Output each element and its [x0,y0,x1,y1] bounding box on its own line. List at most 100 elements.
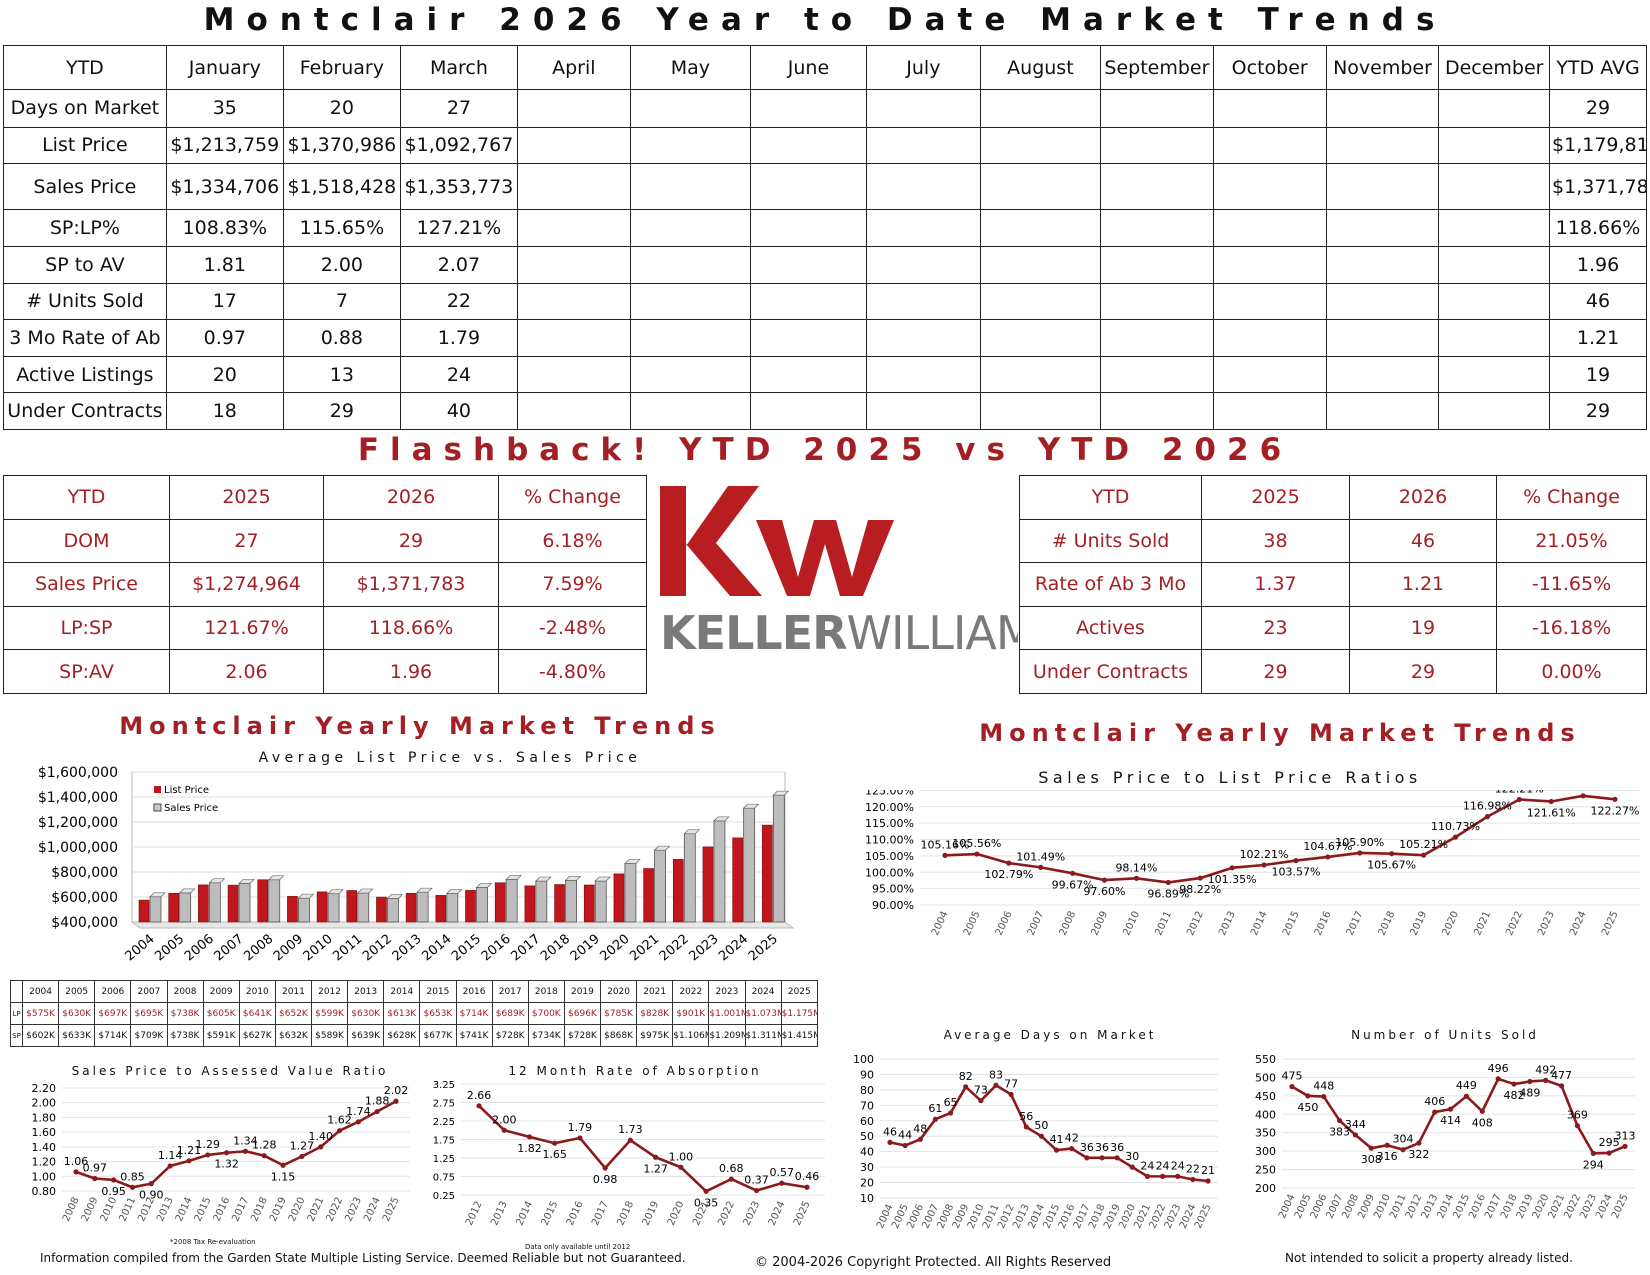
ytd-cell-march: 1.79 [399,319,518,357]
data-label: 0.98 [593,1173,618,1186]
y-tick-label: 1.75 [433,1136,455,1147]
price-table-cell: 2023 [708,980,746,1003]
ytd-cell-february: 0.88 [282,319,401,357]
data-point [1389,851,1395,857]
data-label: 1.65 [542,1148,567,1161]
price-table-cell: $1.311M [744,1024,782,1047]
data-point [186,1158,192,1164]
y-tick-label: 95.00% [872,883,914,896]
x-tick-label: 2019 [1409,910,1430,938]
ytd-cell-empty [1212,355,1327,394]
x-tick-label: 2008 [241,932,276,965]
x-tick-label: 2015 [449,932,484,965]
bar-top [446,889,463,894]
price-table-cell: $728K [491,1024,529,1047]
flashback-row: Rate of Ab 3 Mo 1.37 1.21 -11.65% [1019,562,1647,607]
bar-list-price [613,873,625,923]
data-point [1357,850,1363,856]
ytd-cell-empty [1325,126,1440,165]
ytd-cell-empty [1438,209,1551,247]
ytd-cell-empty [865,319,981,357]
ytd-cell-empty [1325,282,1440,321]
bar-list-price [138,899,150,923]
ytd-cell-empty [749,282,867,321]
kw-wordmark: KELLERWILLIAMS® [660,606,1018,660]
data-point [129,1184,136,1190]
sp-av-chart: 0.801.001.201.401.601.802.002.201.062008… [32,1082,410,1223]
ytd-header-october: October [1212,45,1327,90]
flashback-value: 7.59% [498,562,647,607]
ytd-cell-empty [1212,392,1327,430]
legend-label-sales: Sales Price [164,803,218,814]
ytd-cell-avg: $1,371,783 [1549,163,1647,211]
flashback-value: $1,274,964 [169,562,324,607]
y-tick-label: $800,000 [51,865,118,881]
x-tick-label: 2023 [742,1200,763,1228]
section-title-right: Montclair Yearly Market Trends [979,719,1581,747]
ytd-cell-february: $1,370,986 [282,126,401,165]
ytd-cell-empty [516,209,631,247]
data-point [1400,1147,1406,1153]
data-point [1038,864,1044,870]
y-tick-label: $1,000,000 [38,840,118,856]
data-label: 2.00 [492,1113,517,1126]
ytd-cell-empty [1212,282,1327,321]
chart-title-sp-lp: Sales Price to List Price Ratios [1038,768,1422,787]
price-table-cell: $591K [202,1024,240,1047]
x-tick-label: 2019 [568,932,603,965]
y-tick-label: 400 [1255,1108,1276,1121]
ytd-cell-empty [1438,163,1551,211]
data-label: 294 [1583,1158,1604,1171]
ytd-cell-empty [979,163,1102,211]
y-tick-label: 2.00 [32,1097,57,1110]
ytd-cell-empty [1100,163,1214,211]
ytd-cell-empty [979,355,1102,394]
bar-list-price [494,882,506,923]
data-point [261,1153,267,1159]
x-tick-label: 2024 [716,932,751,965]
data-label: 104.67% [1303,840,1352,853]
price-table-cell: 2018 [527,980,565,1003]
avg-price-chart: $400,000 $600,000 $800,000 $1,000,000 $1,200… [38,765,795,965]
data-point [1053,1147,1060,1153]
ytd-cell-empty [749,89,867,128]
chart-title-units: Number of Units Sold [1351,1028,1539,1042]
price-table-cell: 2025 [780,980,819,1003]
data-label: 383 [1329,1126,1350,1139]
series-line [1291,1077,1626,1155]
y-tick-label: 1.80 [32,1111,57,1124]
data-point [355,1119,361,1125]
footer-right: Not intended to solicit a property alrea… [1285,1251,1573,1265]
price-table-cell: $714K [94,1024,132,1047]
data-point [1159,1173,1166,1179]
ytd-cell-empty [1325,209,1440,247]
ytd-cell-empty [1212,319,1327,357]
y-tick-label: 0.75 [433,1173,455,1184]
bar-list-price [702,846,714,923]
bar-top [742,803,760,809]
data-point [1293,857,1299,864]
bar-top [178,888,196,894]
price-table-cell: $605K [202,1002,240,1025]
flashback-value: -16.18% [1496,605,1647,651]
x-tick-label: 2005 [962,910,983,938]
price-table-cell: 2010 [238,980,276,1003]
flashback-metric: LP:SP [3,605,170,651]
data-point [1432,1109,1438,1115]
x-tick-label: 2022 [657,932,692,965]
price-table-cell: 2016 [455,980,493,1003]
data-label: 44 [898,1128,912,1141]
price-table-cell: 2007 [130,980,168,1003]
bar-list-price [643,868,654,923]
data-label: 1.29 [196,1138,221,1151]
bar-sales-price [208,882,221,923]
y-tick-label: 40 [860,1146,874,1159]
bar-list-price [583,884,595,923]
x-tick-label: 2017 [508,932,543,965]
ytd-cell-march: $1,353,773 [399,163,518,211]
y-tick-label: 500 [1255,1071,1276,1084]
data-label: 99.67% [1052,878,1094,891]
ytd-cell-avg: 1.21 [1549,319,1647,357]
ytd-header-ytd-avg: YTD AVG [1549,45,1647,90]
price-table-cell: $641K [238,1002,276,1025]
